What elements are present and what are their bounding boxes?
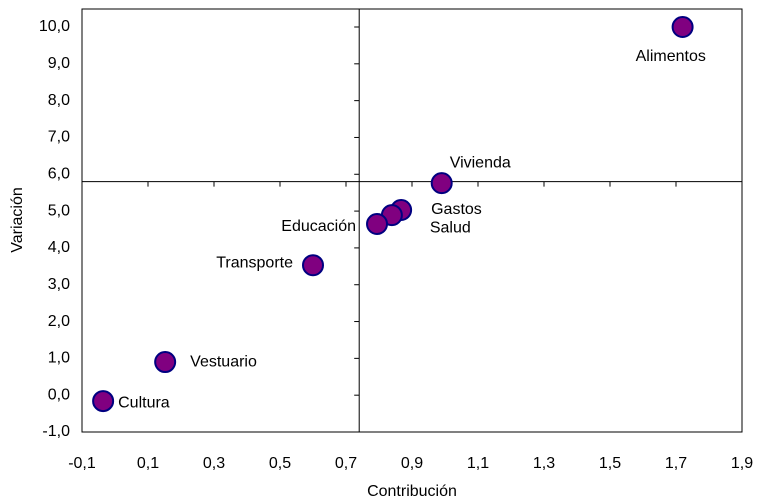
y-tick-label: 4,0 (48, 239, 70, 256)
x-tick-label: 0,1 (137, 455, 159, 472)
y-tick-label: 1,0 (48, 350, 70, 367)
point-label: Gastos (431, 201, 482, 218)
x-tick-label: 0,9 (401, 455, 423, 472)
x-tick-label: 1,5 (599, 455, 621, 472)
y-tick-label: 5,0 (48, 202, 70, 219)
point-label: Cultura (118, 394, 170, 411)
x-tick-label: 1,1 (467, 455, 489, 472)
x-tick-label: 0,7 (335, 455, 357, 472)
y-tick-label: 9,0 (48, 55, 70, 72)
y-tick-label: 0,0 (48, 386, 70, 403)
point (92, 390, 115, 413)
y-tick-label: 7,0 (48, 129, 70, 146)
point-label: Transporte (216, 254, 293, 271)
y-tick-label: 3,0 (48, 276, 70, 293)
point (671, 16, 694, 38)
point (430, 172, 453, 195)
point-label: Educación (281, 218, 356, 235)
point-label: Vivienda (450, 154, 511, 171)
y-tick-label: 8,0 (48, 92, 70, 109)
y-tick-label: 6,0 (48, 165, 70, 182)
point (302, 254, 324, 277)
point-label: Alimentos (636, 48, 706, 65)
x-axis-title: Contribución (367, 483, 457, 500)
x-tick-label: 0,5 (269, 455, 291, 472)
x-tick-label: -0,1 (68, 455, 96, 472)
plot-frame (81, 8, 743, 433)
point-label: Salud (430, 219, 471, 236)
point (154, 351, 177, 374)
x-tick-label: 1,7 (665, 455, 687, 472)
x-tick-label: 1,9 (731, 455, 753, 472)
point-label: Vestuario (190, 353, 257, 370)
x-tick-label: 1,3 (533, 455, 555, 472)
y-tick-label: 2,0 (48, 313, 70, 330)
point (366, 212, 389, 235)
y-axis-title: Variación (9, 187, 26, 253)
y-tick-label: -1,0 (42, 423, 70, 440)
y-tick-label: 10,0 (39, 18, 70, 35)
x-tick-label: 0,3 (203, 455, 225, 472)
